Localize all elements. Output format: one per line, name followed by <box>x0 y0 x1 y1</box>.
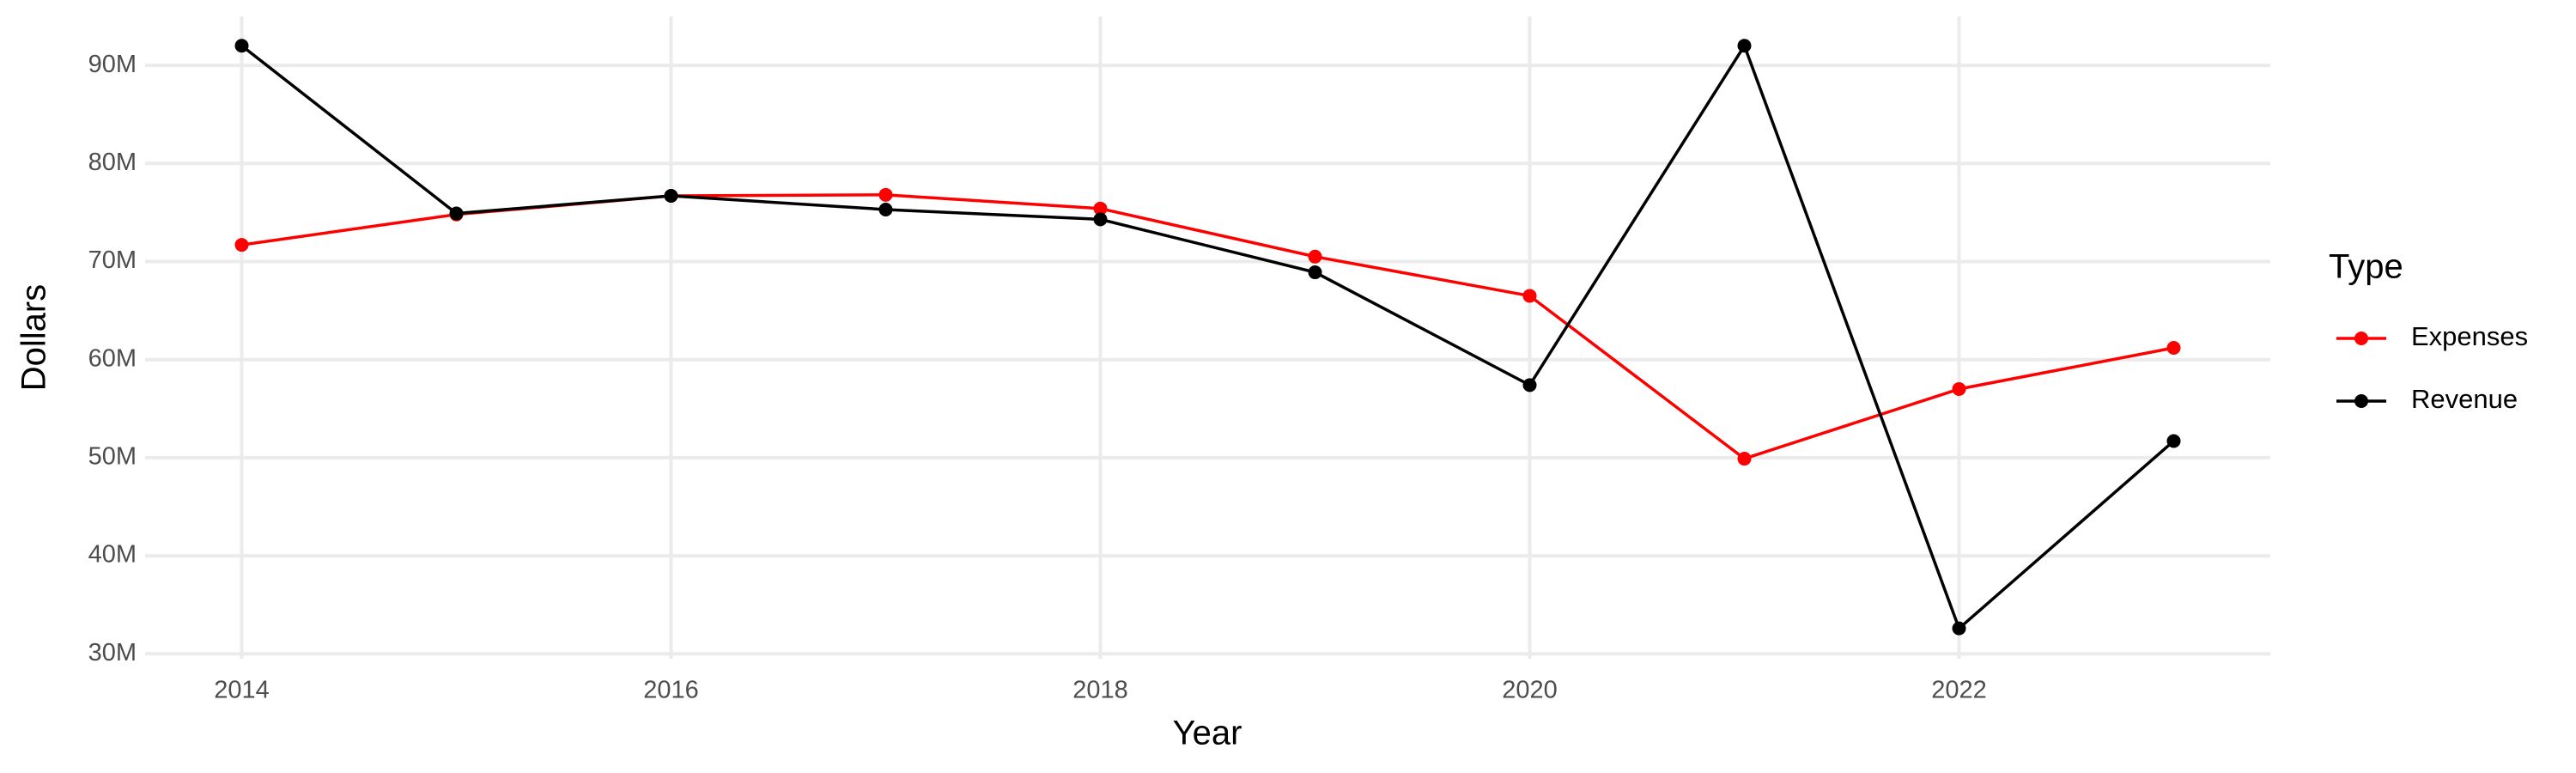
data-point <box>234 238 249 253</box>
data-point <box>1093 212 1108 227</box>
y-tick-label: 50M <box>88 443 137 471</box>
y-axis-title: Dollars <box>15 284 53 391</box>
data-point <box>1952 381 1966 396</box>
data-point <box>664 188 678 203</box>
y-tick-label: 30M <box>88 639 137 666</box>
legend-title: Type <box>2329 248 2403 286</box>
y-tick-label: 70M <box>88 247 137 274</box>
y-tick-label: 60M <box>88 344 137 372</box>
legend-marker <box>2354 332 2368 345</box>
x-tick-label: 2018 <box>1072 677 1128 704</box>
data-point <box>1308 265 1322 280</box>
data-point <box>878 187 893 202</box>
data-point <box>1522 378 1537 393</box>
grid <box>145 16 2270 659</box>
x-tick-label: 2014 <box>214 677 270 704</box>
data-point <box>878 202 893 216</box>
data-point <box>1308 249 1322 264</box>
x-tick-label: 2022 <box>1931 677 1987 704</box>
series-line <box>240 42 2175 631</box>
data-point <box>1093 201 1108 216</box>
x-tick-label: 2020 <box>1502 677 1558 704</box>
data-point <box>449 206 464 221</box>
series-line <box>241 193 2174 460</box>
data-point <box>234 39 249 53</box>
data-point <box>2166 340 2181 355</box>
y-tick-label: 40M <box>88 541 137 569</box>
y-tick-label: 90M <box>88 51 137 78</box>
data-point <box>2166 434 2181 448</box>
legend-label: Expenses <box>2411 321 2528 351</box>
x-axis-title: Year <box>1173 715 1242 752</box>
data-point <box>1522 289 1537 303</box>
legend-label: Revenue <box>2411 384 2518 414</box>
x-tick-label: 2016 <box>643 677 699 704</box>
data-point <box>1952 621 1966 636</box>
legend-marker <box>2354 394 2368 408</box>
data-point <box>1737 39 1752 53</box>
y-tick-label: 80M <box>88 149 137 176</box>
data-point <box>1737 452 1752 466</box>
